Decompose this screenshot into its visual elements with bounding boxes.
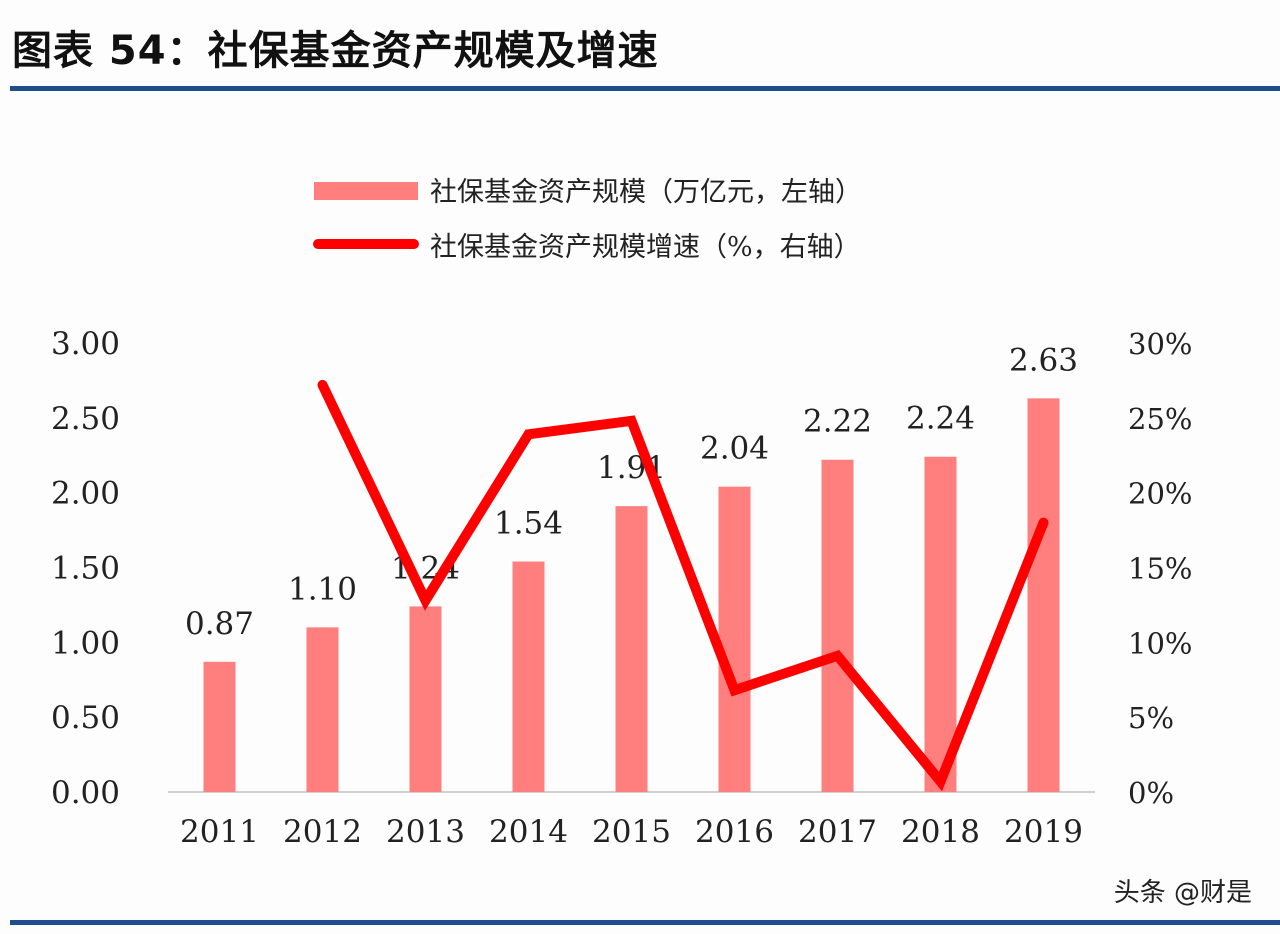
left-axis-tick-label: 3.00 <box>51 326 120 362</box>
bar-2018 <box>924 456 957 792</box>
bar-2013 <box>409 606 442 792</box>
growth-line <box>317 379 1049 792</box>
legend-label-bar: 社保基金资产规模（万亿元，左轴） <box>430 177 862 208</box>
x-axis-tick-label: 2018 <box>901 814 980 850</box>
right-axis-tick-label: 0% <box>1128 776 1174 810</box>
x-axis-tick-label: 2016 <box>695 814 774 850</box>
x-axis-tick-label: 2011 <box>180 814 259 850</box>
x-axis-tick-label: 2013 <box>386 814 465 850</box>
bar-2012 <box>306 627 339 792</box>
x-axis-tick-label: 2017 <box>798 814 877 850</box>
right-axis-tick-label: 5% <box>1128 701 1174 735</box>
bar-data-label: 1.54 <box>494 506 563 542</box>
bar-2015 <box>615 506 648 792</box>
bar-2019 <box>1027 398 1060 792</box>
bar-2017 <box>821 459 854 792</box>
bar-data-label: 2.63 <box>1009 342 1078 378</box>
x-axis-tick-label: 2015 <box>592 814 671 850</box>
bar-data-label: 2.04 <box>700 431 769 467</box>
right-axis-tick-label: 20% <box>1128 477 1192 511</box>
right-axis-tick-label: 30% <box>1128 327 1192 361</box>
bottom-divider <box>10 920 1280 925</box>
bar-2016 <box>718 486 751 792</box>
chart-title: 图表 54：社保基金资产规模及增速 <box>12 28 659 74</box>
left-axis-tick-label: 2.00 <box>51 476 120 512</box>
watermark: 头条 @财是 <box>1113 878 1252 908</box>
legend-swatch-bar <box>314 182 418 200</box>
left-axis-tick-label: 1.50 <box>51 551 120 587</box>
bar-data-label: 0.87 <box>185 606 254 642</box>
bar-2014 <box>512 561 545 792</box>
right-axis-tick-label: 25% <box>1128 402 1192 436</box>
bar-2011 <box>203 661 236 792</box>
bar-data-label: 1.10 <box>288 571 357 607</box>
left-axis-tick-label: 1.00 <box>51 625 120 661</box>
top-divider <box>10 86 1280 91</box>
left-axis-tick-label: 0.50 <box>51 700 120 736</box>
x-axis-tick-label: 2012 <box>283 814 362 850</box>
bar-data-label: 2.24 <box>906 401 975 437</box>
x-axis-tick-label: 2019 <box>1004 814 1083 850</box>
x-axis-tick-label: 2014 <box>489 814 568 850</box>
right-axis-tick-label: 10% <box>1128 626 1192 660</box>
legend-label-line: 社保基金资产规模增速（%，右轴） <box>430 232 861 263</box>
left-axis-tick-label: 2.50 <box>51 401 120 437</box>
left-axis-tick-label: 0.00 <box>51 775 120 811</box>
bar-data-label: 2.22 <box>803 404 872 440</box>
right-axis-tick-label: 15% <box>1128 552 1192 586</box>
